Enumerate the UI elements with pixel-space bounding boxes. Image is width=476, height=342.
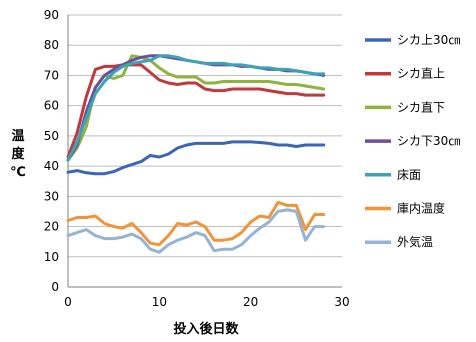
legend-label-5: 庫内温度: [397, 201, 445, 216]
series-line-5: [66, 200, 326, 247]
legend-label-3: シカ下30㎝: [397, 134, 460, 148]
y-tick-label: 0: [51, 280, 59, 294]
series-line-6: [66, 208, 326, 254]
x-tick-label: 10: [152, 295, 167, 309]
series-line-4: [66, 54, 326, 162]
legend-label-4: 床面: [397, 168, 421, 182]
y-tick-label: 90: [44, 8, 59, 22]
x-tick-labels: 0 10 20 30: [64, 295, 349, 309]
y-tick-labels: 0 10 20 30 40 50 60 70 80 90: [44, 8, 59, 294]
y-tick-label: 10: [44, 250, 59, 264]
axes: [67, 15, 342, 288]
y-tick-label: 30: [44, 189, 59, 203]
y-axis-title-line-1: 温: [11, 129, 24, 144]
x-tick-label: 20: [243, 295, 258, 309]
series-lines: [66, 54, 326, 254]
y-tick-label: 20: [44, 220, 59, 234]
y-axis-title-line-3: ℃: [10, 165, 26, 180]
x-tick-label: 30: [334, 295, 349, 309]
y-tick-label: 50: [44, 129, 59, 143]
x-axis-title: 投入後日数: [173, 321, 239, 337]
legend-label-2: シカ直下: [397, 100, 445, 114]
y-tick-label: 80: [44, 38, 59, 52]
series-line-0: [66, 140, 326, 176]
y-tick-label: 60: [44, 99, 59, 113]
y-axis-title-line-2: 度: [11, 146, 25, 162]
legend-label-1: シカ直上: [397, 67, 445, 81]
series-line-1: [66, 63, 326, 159]
y-tick-label: 40: [44, 159, 59, 173]
x-tick-label: 0: [64, 295, 72, 309]
legend-label-0: シカ上30㎝: [397, 33, 460, 47]
y-tick-label: 70: [44, 68, 59, 82]
legend-label-6: 外気温: [397, 234, 433, 249]
